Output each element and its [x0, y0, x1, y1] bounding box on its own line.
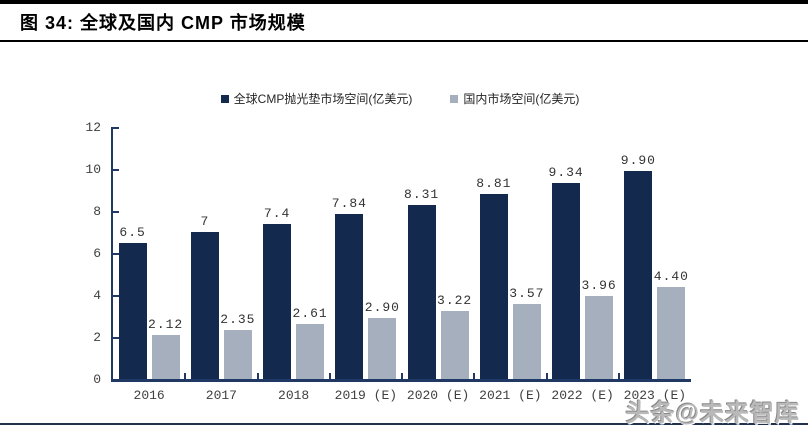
- bar-value-label: 2.90: [364, 300, 400, 316]
- domestic-market-bar: [223, 329, 252, 379]
- bar-column: 2.35: [220, 312, 254, 379]
- y-axis-label: 12: [85, 120, 101, 135]
- bar-value-label: 9.90: [620, 153, 656, 169]
- watermark-toutiao: 头条@未来智库: [625, 400, 800, 427]
- x-axis-tick: [617, 373, 620, 379]
- bar-value-label: 2.12: [148, 316, 184, 332]
- global-market-bar: [479, 194, 508, 379]
- category-group-2017: 7 2.35 2017: [184, 127, 257, 403]
- x-axis-tick: [545, 373, 548, 379]
- bar-value-label: 3.96: [581, 277, 617, 293]
- domestic-market-bar: [512, 304, 541, 379]
- global-market-bar: [335, 214, 364, 379]
- bar-column: 7.84: [332, 196, 366, 379]
- y-axis-label: 6: [93, 246, 101, 261]
- bar-column: 2.12: [148, 317, 182, 379]
- global-market-bar: [407, 204, 436, 379]
- legend-label-domestic: 国内市场空间(亿美元): [463, 92, 580, 106]
- bar-column: 7.4: [263, 205, 292, 379]
- bar-column: 2.90: [365, 300, 399, 379]
- bar-value-label: 2.35: [220, 311, 256, 327]
- domestic-market-bar: [440, 311, 469, 379]
- bar-value-label: 6.5: [119, 224, 146, 240]
- bar-column: 3.57: [509, 286, 543, 379]
- bar-column: 3.96: [582, 278, 616, 379]
- y-axis-label: 8: [93, 204, 101, 219]
- bar-column: 8.31: [404, 187, 438, 379]
- y-axis-tick: [113, 337, 119, 339]
- x-axis-tick: [473, 373, 476, 379]
- y-axis-tick: [113, 253, 119, 255]
- x-axis-tick: [328, 373, 331, 379]
- category-group-2016: 6.5 2.12 2016: [113, 127, 185, 403]
- y-axis-label: 2: [93, 330, 101, 345]
- bar-value-label: 7.4: [263, 205, 291, 221]
- bar-value-label: 7: [200, 214, 210, 229]
- category-group-2022 (E): 9.34 3.96 2022 (E): [545, 127, 619, 403]
- domestic-market-bar: [296, 324, 325, 379]
- x-axis-tick: [184, 373, 187, 379]
- category-group-2023 (E): 9.90 4.40 2023 (E): [617, 127, 691, 403]
- bar-value-label: 7.84: [331, 196, 367, 212]
- bar-column: 4.40: [654, 269, 688, 379]
- bar-value-label: 8.31: [404, 186, 440, 202]
- y-axis-tick: [113, 127, 119, 129]
- figure-title: 图 34: 全球及国内 CMP 市场规模: [20, 13, 306, 33]
- bar-column: 8.81: [476, 176, 510, 379]
- domestic-market-bar: [585, 295, 614, 379]
- top-divider-bar: [0, 0, 808, 4]
- y-axis-tick: [113, 169, 119, 171]
- bar-column: 6.5: [118, 224, 147, 379]
- plot-area: 6.5 2.12 2016 7 2.35 2017 7.4 2.61 2018 7.84 2.90 2…: [85, 120, 691, 403]
- legend-swatch-domestic: [450, 94, 459, 103]
- bar-column: 7: [190, 214, 219, 379]
- global-market-bar: [552, 182, 581, 379]
- title-divider-line: [0, 40, 808, 42]
- category-group-2018: 7.4 2.61 2018: [256, 127, 330, 403]
- x-axis-label: 2016: [133, 388, 165, 403]
- bar-value-label: 3.22: [437, 293, 473, 309]
- domestic-market-bar: [151, 334, 180, 379]
- global-market-bar: [118, 242, 147, 379]
- y-axis-label: 10: [85, 162, 101, 177]
- bar-value-label: 9.34: [548, 164, 584, 180]
- bar-column: 9.34: [549, 165, 583, 379]
- legend-item-global: 全球CMP抛光垫市场空间(亿美元): [220, 90, 413, 107]
- chart-legend: 全球CMP抛光垫市场空间(亿美元) 国内市场空间(亿美元): [111, 90, 689, 107]
- x-axis-label: 2021 (E): [479, 388, 542, 403]
- global-market-bar: [263, 223, 292, 379]
- legend-swatch-global: [220, 94, 229, 103]
- bar-column: 9.90: [621, 153, 655, 379]
- bar-chart: 6.5 2.12 2016 7 2.35 2017 7.4 2.61 2018 7.84 2.90 2…: [85, 120, 691, 403]
- bar-column: 2.61: [293, 306, 327, 379]
- x-axis-label: 2018: [278, 388, 310, 403]
- legend-item-domestic: 国内市场空间(亿美元): [450, 90, 579, 107]
- y-axis-tick: [113, 211, 119, 213]
- category-group-2020 (E): 8.31 3.22 2020 (E): [401, 127, 474, 403]
- category-group-2021 (E): 8.81 3.57 2021 (E): [473, 127, 546, 403]
- x-axis-label: 2019 (E): [334, 388, 398, 403]
- bar-value-label: 3.57: [509, 286, 545, 301]
- x-axis-label: 2017: [205, 388, 237, 403]
- bar-value-label: 8.81: [476, 176, 512, 191]
- category-group-2019 (E): 7.84 2.90 2019 (E): [328, 127, 402, 403]
- global-market-bar: [624, 171, 653, 379]
- x-axis-label: 2020 (E): [406, 388, 470, 403]
- domestic-market-bar: [657, 286, 686, 379]
- global-market-bar: [190, 232, 219, 379]
- y-axis-label: 4: [93, 288, 101, 303]
- bottom-divider-line: [0, 423, 808, 425]
- legend-label-global: 全球CMP抛光垫市场空间(亿美元): [233, 92, 413, 106]
- bar-column: 3.22: [437, 293, 471, 379]
- x-axis-label: 2022 (E): [551, 388, 614, 403]
- bar-value-label: 4.40: [653, 268, 689, 284]
- x-axis-tick: [401, 373, 403, 379]
- x-axis-label: 2023 (E): [623, 388, 687, 403]
- y-axis-tick: [113, 295, 119, 297]
- domestic-market-bar: [368, 318, 397, 379]
- x-axis-tick: [256, 373, 259, 379]
- y-axis-label: 0: [93, 372, 101, 387]
- bar-value-label: 2.61: [292, 306, 328, 322]
